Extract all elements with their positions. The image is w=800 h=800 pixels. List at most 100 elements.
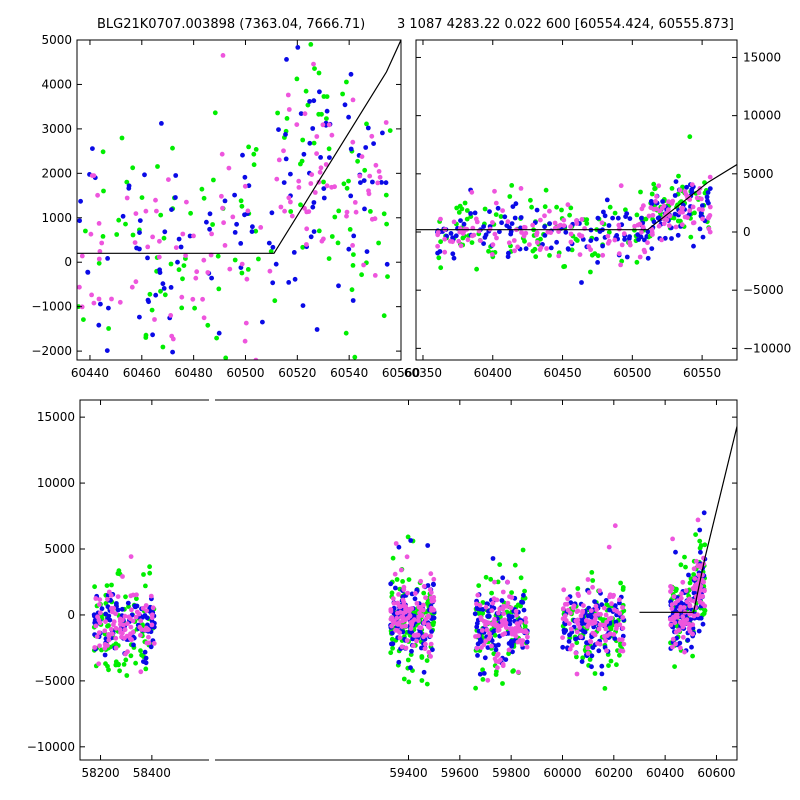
data-point <box>393 585 398 591</box>
data-point <box>612 607 617 613</box>
data-point <box>106 305 111 311</box>
data-point <box>510 649 515 655</box>
data-point <box>123 221 128 227</box>
data-point <box>353 209 359 215</box>
data-point <box>565 596 570 602</box>
data-point <box>515 244 520 250</box>
data-point <box>389 590 395 596</box>
data-point <box>238 241 244 246</box>
data-point <box>592 599 597 604</box>
data-point <box>649 191 655 197</box>
data-point <box>506 240 512 246</box>
data-point <box>533 254 539 260</box>
data-point <box>132 240 138 246</box>
data-point <box>670 614 676 620</box>
data-point <box>617 622 623 628</box>
data-point <box>146 299 152 305</box>
data-point <box>395 621 400 627</box>
data-point <box>244 276 250 282</box>
data-point <box>425 583 431 588</box>
data-point <box>119 24 124 29</box>
data-point <box>521 607 527 613</box>
data-point <box>176 267 182 273</box>
data-point <box>585 645 591 651</box>
data-point <box>110 631 115 637</box>
data-point <box>673 629 679 635</box>
data-point <box>173 195 178 200</box>
data-point <box>580 628 586 634</box>
data-point <box>438 265 444 271</box>
data-point <box>147 291 153 297</box>
data-point <box>205 322 211 328</box>
data-point <box>507 594 512 599</box>
data-point <box>390 596 396 601</box>
data-point <box>102 642 108 647</box>
data-point <box>566 639 572 644</box>
data-point <box>173 173 179 178</box>
data-point <box>114 232 120 237</box>
model-line <box>639 426 737 613</box>
data-point <box>142 649 148 655</box>
data-point <box>436 255 442 261</box>
data-point <box>616 222 622 228</box>
data-point <box>216 286 222 292</box>
data-point <box>573 618 579 624</box>
data-point <box>530 248 536 254</box>
data-point <box>170 349 176 355</box>
data-point <box>684 184 689 190</box>
data-point <box>515 669 521 675</box>
x-tick-label: 60600 <box>697 766 735 780</box>
data-point <box>180 231 186 237</box>
data-point <box>492 656 498 662</box>
data-point <box>160 344 166 350</box>
data-point <box>348 146 354 152</box>
data-point <box>672 664 677 669</box>
data-point <box>686 621 692 627</box>
data-point <box>599 663 605 669</box>
data-point <box>317 169 323 175</box>
data-point <box>362 206 367 212</box>
data-point <box>656 183 662 189</box>
data-point <box>361 178 367 184</box>
data-point <box>426 649 432 655</box>
data-point <box>258 225 264 230</box>
data-point <box>253 228 259 234</box>
data-point <box>83 228 88 234</box>
chart-title-right: 3 1087 4283.22 0.022 600 [60554.424, 605… <box>397 17 734 32</box>
data-point <box>128 554 134 559</box>
data-point <box>201 195 207 201</box>
data-point <box>246 183 252 189</box>
data-point <box>659 205 665 211</box>
data-point <box>608 658 614 664</box>
data-point <box>134 592 139 598</box>
data-point <box>302 111 308 117</box>
data-point <box>383 192 389 198</box>
data-point <box>562 613 568 619</box>
data-point <box>500 589 506 595</box>
data-point <box>408 626 414 631</box>
data-point <box>563 229 569 235</box>
data-point <box>511 238 517 243</box>
data-point <box>651 181 657 187</box>
data-point <box>507 225 512 231</box>
data-point <box>150 234 156 240</box>
data-point <box>153 197 158 203</box>
data-point <box>364 360 369 365</box>
data-point <box>707 204 713 210</box>
data-point <box>373 162 379 168</box>
data-point <box>245 267 251 272</box>
data-point <box>559 207 564 213</box>
data-point <box>495 205 501 211</box>
data-point <box>617 652 622 658</box>
data-point <box>270 280 276 286</box>
data-point <box>545 229 551 235</box>
data-point <box>632 223 637 229</box>
data-point <box>597 588 603 594</box>
data-point <box>506 617 512 623</box>
data-point <box>169 207 174 213</box>
data-point <box>292 276 298 282</box>
data-point <box>694 195 700 201</box>
y-tick-label: 0 <box>64 255 72 269</box>
data-point <box>239 270 245 276</box>
data-point <box>283 132 288 137</box>
